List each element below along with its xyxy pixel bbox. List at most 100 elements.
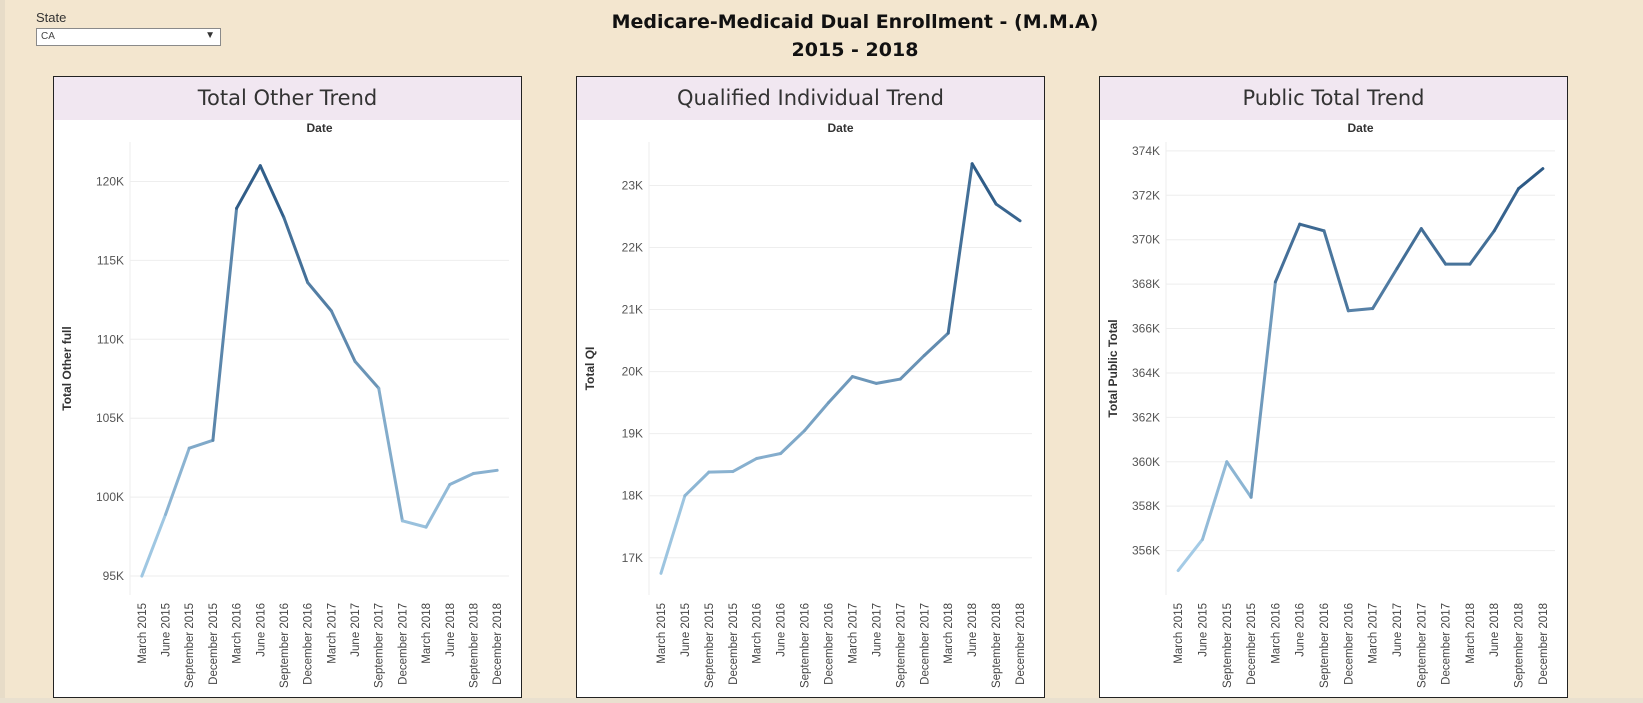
line-segment: [377, 386, 404, 523]
data-point[interactable]: [1466, 260, 1474, 268]
data-point[interactable]: [209, 436, 217, 444]
x-tick-label: March 2018: [1465, 603, 1477, 664]
x-tick-label: March 2015: [137, 603, 149, 664]
data-point[interactable]: [992, 200, 1000, 208]
data-point[interactable]: [185, 444, 193, 452]
data-point[interactable]: [1174, 567, 1182, 575]
data-point[interactable]: [1016, 217, 1024, 225]
x-tick-label: June 2017: [871, 603, 883, 657]
x-tick-label: June 2018: [967, 603, 979, 657]
data-point[interactable]: [280, 214, 288, 222]
line-segment: [1273, 222, 1302, 284]
data-point[interactable]: [1247, 493, 1255, 501]
data-point[interactable]: [493, 466, 501, 474]
data-point[interactable]: [705, 468, 713, 476]
data-point[interactable]: [469, 469, 477, 477]
data-point[interactable]: [777, 450, 785, 458]
data-point[interactable]: [848, 373, 856, 381]
x-tick-label: September 2015: [704, 603, 716, 688]
line-segment: [1176, 537, 1204, 573]
data-point[interactable]: [162, 511, 170, 519]
y-tick-label: 100K: [96, 490, 124, 504]
data-point[interactable]: [968, 160, 976, 168]
x-tick-label: March 2017: [1368, 603, 1380, 664]
data-point[interactable]: [920, 351, 928, 359]
state-dropdown[interactable]: CA ▼: [36, 28, 221, 46]
x-tick-label: September 2018: [468, 603, 480, 688]
line-segment: [1298, 222, 1326, 233]
data-point[interactable]: [1539, 165, 1547, 173]
total-other-chart: Date 95K 100K 105K 110K 115K 120K Total Other f…: [60, 121, 509, 688]
data-point[interactable]: [1515, 185, 1523, 193]
title-line-1: Medicare-Medicaid Dual Enrollment - (M.M…: [611, 11, 1099, 33]
x-axis-title: Date: [827, 121, 853, 135]
data-point[interactable]: [944, 329, 952, 337]
x-tick-label: September 2015: [184, 603, 196, 688]
x-tick-label: March 2017: [326, 603, 338, 664]
data-point[interactable]: [398, 517, 406, 525]
data-point[interactable]: [1417, 225, 1425, 233]
y-tick-label: 360K: [1132, 455, 1160, 469]
data-point[interactable]: [351, 357, 359, 365]
panel-qualified-individual: Qualified Individual Trend Date 17K 18K 19K…: [576, 76, 1045, 698]
data-point[interactable]: [1320, 227, 1328, 235]
data-point[interactable]: [422, 523, 430, 531]
line-segment: [874, 377, 902, 385]
line-segment: [306, 280, 333, 313]
data-point[interactable]: [304, 278, 312, 286]
panel-title: Qualified Individual Trend: [577, 77, 1044, 120]
y-axis-title: Total QI: [583, 347, 597, 391]
line-segment: [353, 359, 381, 390]
x-axis-title: Date: [306, 121, 332, 135]
x-tick-label: December 2017: [919, 603, 931, 685]
data-point[interactable]: [729, 468, 737, 476]
y-tick-label: 356K: [1132, 544, 1160, 558]
data-point[interactable]: [1369, 305, 1377, 313]
line-segment: [1371, 267, 1399, 311]
data-point[interactable]: [825, 399, 833, 407]
data-point[interactable]: [375, 384, 383, 392]
x-tick-label: December 2018: [1015, 603, 1027, 685]
public-total-chart: Date 356K 358K 360K 362K 364K 366K 368K 370K 372K…: [1106, 121, 1555, 688]
data-point[interactable]: [801, 427, 809, 435]
data-point[interactable]: [872, 379, 880, 387]
x-tick-label: December 2016: [824, 603, 836, 685]
data-point[interactable]: [1490, 227, 1498, 235]
line-segment: [827, 375, 854, 405]
chevron-down-icon[interactable]: ▼: [205, 30, 215, 41]
data-point[interactable]: [657, 569, 665, 577]
x-tick-label: September 2016: [1319, 603, 1331, 688]
data-point[interactable]: [327, 307, 335, 315]
y-tick-label: 362K: [1132, 410, 1160, 424]
data-point[interactable]: [1271, 278, 1279, 286]
data-point[interactable]: [1442, 260, 1450, 268]
x-tick-label: June 2015: [161, 603, 173, 657]
line-segment: [731, 456, 759, 474]
data-point[interactable]: [681, 492, 689, 500]
data-point[interactable]: [753, 454, 761, 462]
panel-total-other: Total Other Trend Date 95K 100K 105K 110K 115…: [53, 76, 522, 698]
data-point[interactable]: [1198, 535, 1206, 543]
x-tick-label: September 2016: [279, 603, 291, 688]
data-point[interactable]: [1223, 458, 1231, 466]
y-tick-label: 19K: [622, 427, 643, 441]
x-tick-label: December 2018: [1538, 603, 1550, 685]
data-point[interactable]: [1393, 265, 1401, 273]
data-point[interactable]: [446, 481, 454, 489]
x-tick-label: June 2016: [255, 603, 267, 657]
data-point[interactable]: [1344, 307, 1352, 315]
x-tick-label: December 2015: [208, 603, 220, 685]
x-tick-label: September 2018: [1514, 603, 1526, 688]
data-point[interactable]: [1296, 220, 1304, 228]
data-point[interactable]: [138, 572, 146, 580]
line-segment: [448, 471, 475, 487]
line-segment: [1346, 307, 1375, 313]
data-point[interactable]: [233, 204, 241, 212]
x-tick-label: June 2016: [776, 603, 788, 657]
x-tick-label: September 2016: [800, 603, 812, 688]
data-point[interactable]: [896, 375, 904, 383]
data-point[interactable]: [256, 162, 264, 170]
y-tick-label: 366K: [1132, 322, 1160, 336]
dashboard-title: Medicare-Medicaid Dual Enrollment - (M.M…: [560, 8, 1150, 64]
state-filter: State CA ▼: [36, 10, 221, 46]
